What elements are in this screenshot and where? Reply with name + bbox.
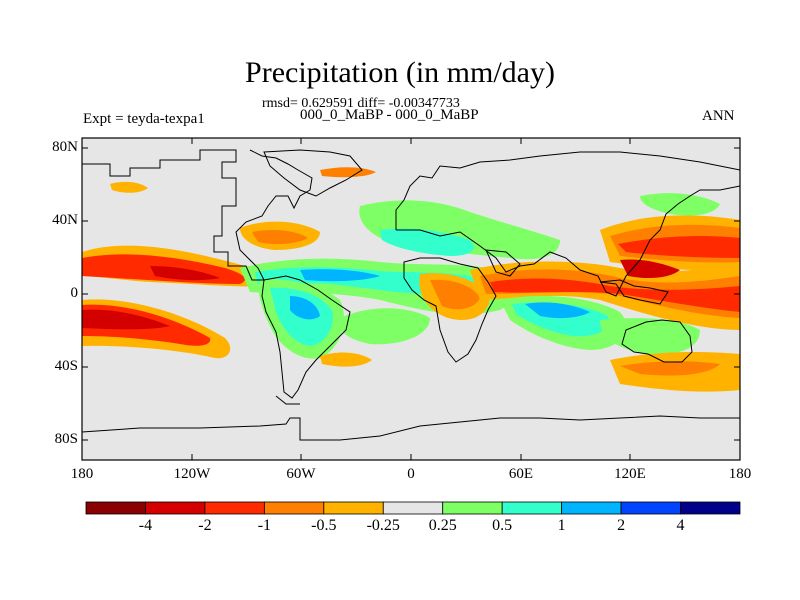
anomaly-north-pacific-wet xyxy=(640,193,720,216)
lat-tick-label: 0 xyxy=(70,285,79,301)
colorbar-label: -4 xyxy=(138,517,153,534)
colorbar-label: 2 xyxy=(617,517,626,534)
colorbar-swatch xyxy=(680,501,741,515)
colorbar-swatch xyxy=(501,501,563,515)
coastline-europe-asia xyxy=(395,151,740,297)
anomaly-south-atlantic-dry xyxy=(320,352,372,367)
stats-line: rmsd= 0.629591 diff= -0.00347733 xyxy=(262,96,460,111)
lon-tick-label: 120E xyxy=(614,466,646,482)
precipitation-anomaly-fields xyxy=(82,167,740,392)
anomaly-atlantic-wet3 xyxy=(300,269,380,282)
experiment-label: Expt = teyda-texpa1 xyxy=(83,111,205,127)
coastline-south-america xyxy=(261,275,351,399)
anomaly-maritime-wet3 xyxy=(525,302,590,319)
colorbar-label: -2 xyxy=(198,517,212,534)
anomaly-east-pacific-north-core xyxy=(150,266,220,281)
colorbar-label: -1 xyxy=(257,517,272,534)
colorbar-label: 4 xyxy=(676,517,685,534)
coastline-antarctica xyxy=(82,415,740,441)
lon-tick-label: 60W xyxy=(286,466,316,482)
axis-ticks xyxy=(81,138,741,460)
anomaly-indian-ocean-core xyxy=(490,278,740,312)
colorbar-swatch xyxy=(145,501,206,515)
anomaly-north-atlantic-mid xyxy=(252,230,308,245)
coastline-africa xyxy=(403,257,497,363)
colorbar-label: 1 xyxy=(557,517,566,534)
page-title: Precipitation (in mm/day) xyxy=(245,56,555,89)
lon-tick-label: 120W xyxy=(173,466,211,482)
coastline-greenland xyxy=(263,149,363,197)
lat-tick-label: 80N xyxy=(52,139,78,155)
colorbar-swatch xyxy=(323,501,384,515)
lon-tick-label: 180 xyxy=(70,466,94,482)
anomaly-southern-ocean-wet xyxy=(339,308,430,345)
colorbar xyxy=(85,501,741,515)
colorbar-label: -0.5 xyxy=(311,517,337,534)
anomaly-africa-mid xyxy=(430,279,480,310)
coastline-tierra xyxy=(275,395,300,405)
colorbar-swatch xyxy=(204,501,265,515)
coastline-australia xyxy=(621,319,693,363)
coastline-north-america xyxy=(82,149,313,281)
coastline-arabia xyxy=(485,249,521,277)
colorbar-swatch xyxy=(85,501,146,515)
colorbar-swatch xyxy=(620,501,681,515)
anomaly-south-pacific-core xyxy=(82,309,170,330)
anomaly-asia-wet2 xyxy=(380,228,474,256)
anomaly-west-pacific-deep xyxy=(620,259,680,278)
season-label: ANN xyxy=(702,108,735,124)
lat-tick-label: 40S xyxy=(54,358,78,374)
colorbar-label: 0.25 xyxy=(428,517,457,534)
colorbar-swatch xyxy=(442,501,503,515)
colorbar-swatch xyxy=(263,501,325,515)
coastlines xyxy=(82,149,740,441)
coastline-indonesia xyxy=(599,279,669,305)
lon-tick-label: 0 xyxy=(407,466,415,482)
lat-tick-label: 40N xyxy=(52,212,78,228)
colorbar-swatch xyxy=(561,501,622,515)
anomaly-west-pacific-core xyxy=(618,236,740,258)
lat-tick-label: 80S xyxy=(54,431,78,447)
anomaly-south-america-wet3 xyxy=(290,296,320,320)
experiment-name: 000_0_MaBP - 000_0_MaBP xyxy=(300,107,479,123)
colorbar-label: 0.5 xyxy=(492,517,513,534)
anomaly-north-america-dry xyxy=(110,181,148,193)
colorbar-swatch xyxy=(382,501,444,515)
colorbar-label: -0.25 xyxy=(366,517,400,534)
anomaly-south-pacific-high-mid xyxy=(620,361,720,376)
lon-tick-label: 180 xyxy=(728,466,752,482)
lon-tick-label: 60E xyxy=(508,466,534,482)
anomaly-south-indian-wet xyxy=(600,318,700,355)
